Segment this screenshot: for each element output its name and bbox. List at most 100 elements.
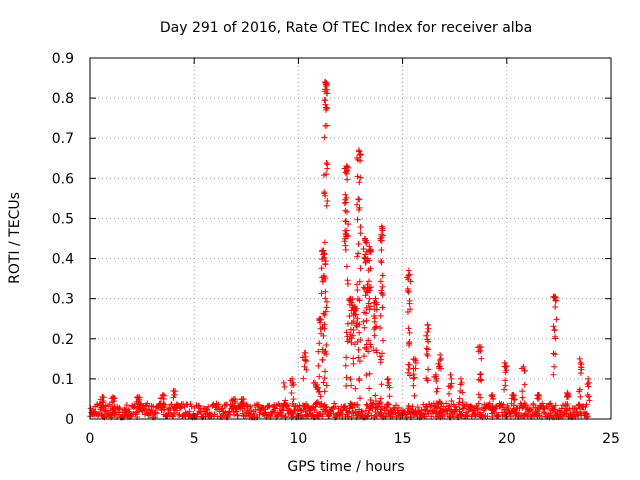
data-point xyxy=(424,328,431,335)
data-point xyxy=(171,410,178,417)
data-point xyxy=(109,393,116,400)
data-point xyxy=(373,404,379,411)
data-point xyxy=(552,402,559,409)
data-point xyxy=(341,403,348,410)
data-point xyxy=(411,374,418,381)
data-point xyxy=(364,255,371,262)
data-point xyxy=(475,400,482,407)
data-point xyxy=(527,407,534,414)
data-point xyxy=(322,97,329,104)
y-tick-label: 0.5 xyxy=(52,211,74,227)
data-point xyxy=(371,332,378,339)
data-point xyxy=(322,407,329,414)
data-point xyxy=(563,407,570,414)
data-point xyxy=(577,393,584,400)
data-point xyxy=(354,216,361,223)
data-point xyxy=(552,335,559,342)
data-point xyxy=(100,397,107,404)
data-point xyxy=(342,242,349,249)
data-point xyxy=(585,375,592,382)
data-point xyxy=(323,382,330,389)
data-point xyxy=(343,329,350,336)
data-point xyxy=(550,405,557,412)
data-point xyxy=(343,354,350,361)
data-point xyxy=(347,331,354,338)
data-point xyxy=(135,405,142,412)
data-point xyxy=(354,281,361,288)
data-point xyxy=(325,413,332,420)
data-point xyxy=(515,409,522,416)
data-point xyxy=(424,346,431,353)
data-point xyxy=(290,403,297,410)
data-point xyxy=(331,400,338,407)
data-point xyxy=(365,300,372,307)
y-tick-label: 0.6 xyxy=(52,171,74,187)
data-point xyxy=(317,325,324,332)
data-point xyxy=(378,287,385,294)
data-point xyxy=(404,309,411,316)
data-point xyxy=(373,299,380,306)
data-point xyxy=(346,405,353,412)
data-point xyxy=(563,402,570,409)
data-point xyxy=(372,392,379,399)
data-point xyxy=(168,401,175,408)
data-point xyxy=(354,173,361,180)
data-point xyxy=(423,375,430,382)
data-point xyxy=(577,359,584,366)
data-point xyxy=(215,401,222,408)
data-point xyxy=(436,365,443,372)
x-tick-label: 0 xyxy=(86,431,95,447)
data-point xyxy=(123,402,130,409)
data-point xyxy=(188,403,195,410)
data-point xyxy=(288,389,295,396)
data-point xyxy=(425,410,432,417)
data-point xyxy=(363,371,370,378)
data-point xyxy=(357,152,364,159)
data-point xyxy=(361,324,368,331)
data-point xyxy=(350,318,357,325)
data-point xyxy=(521,381,528,388)
data-point xyxy=(441,413,448,420)
data-point xyxy=(255,401,262,408)
data-point xyxy=(177,404,184,411)
data-point xyxy=(367,247,374,254)
data-point xyxy=(364,289,371,296)
data-point xyxy=(356,278,363,285)
data-point xyxy=(519,394,526,401)
data-point xyxy=(302,353,309,360)
data-point xyxy=(366,306,373,313)
data-point xyxy=(577,370,584,377)
data-point xyxy=(551,293,558,300)
data-point xyxy=(411,392,418,399)
data-point xyxy=(348,299,355,306)
x-tick-label: 10 xyxy=(289,431,307,447)
data-point xyxy=(231,411,238,418)
data-point xyxy=(231,399,238,406)
data-point xyxy=(322,288,329,295)
data-point xyxy=(459,399,466,406)
data-point xyxy=(357,230,364,237)
data-point xyxy=(344,167,351,174)
data-point xyxy=(376,400,383,407)
data-point xyxy=(316,315,323,322)
data-point xyxy=(323,298,330,305)
data-point xyxy=(367,284,374,291)
data-point xyxy=(170,394,177,401)
data-point xyxy=(319,256,326,263)
data-point xyxy=(550,350,557,357)
data-point xyxy=(357,395,364,402)
data-point xyxy=(367,248,374,255)
data-point xyxy=(366,278,373,285)
data-point xyxy=(585,393,592,400)
data-point xyxy=(356,377,363,384)
data-point xyxy=(363,317,370,324)
data-point xyxy=(320,247,327,254)
data-point xyxy=(518,403,525,410)
data-point xyxy=(344,320,351,327)
data-point xyxy=(171,391,178,398)
data-point xyxy=(452,404,459,411)
data-point xyxy=(489,391,496,398)
data-point xyxy=(366,370,373,377)
data-point xyxy=(405,361,412,368)
data-point xyxy=(363,304,370,311)
